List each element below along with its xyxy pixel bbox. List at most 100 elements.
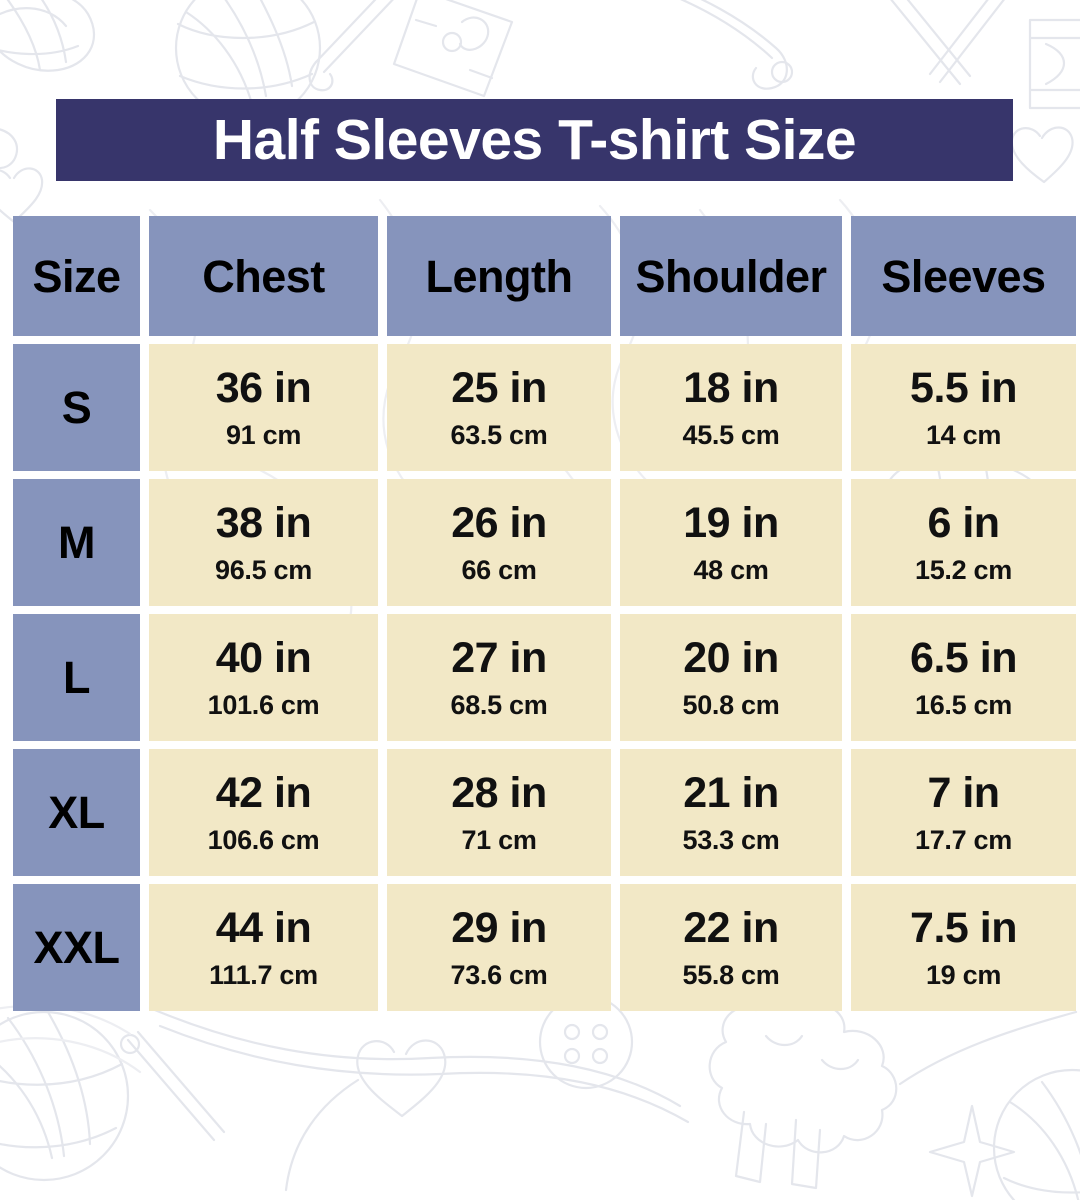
- column-header-label: Size: [32, 250, 121, 302]
- value-inches: 22 in: [683, 903, 779, 952]
- column-header-shoulder: Shoulder: [620, 216, 842, 336]
- value-inches: 21 in: [683, 768, 779, 817]
- value-cm: 55.8 cm: [682, 959, 780, 990]
- value-cm: 106.6 cm: [207, 824, 320, 855]
- cell-chest: 38 in 96.5 cm: [149, 479, 378, 606]
- value-inches: 6.5 in: [910, 633, 1017, 682]
- column-header-label: Shoulder: [635, 250, 827, 302]
- value-cm: 17.7 cm: [915, 824, 1012, 855]
- value-cm: 48 cm: [693, 554, 769, 585]
- value-cm: 63.5 cm: [450, 419, 548, 450]
- value-inches: 38 in: [215, 498, 312, 547]
- cell-sleeves: 7 in 17.7 cm: [851, 749, 1076, 876]
- cell-length: 28 in 71 cm: [387, 749, 611, 876]
- thread-squiggle: [148, 1006, 682, 1108]
- value-inches: 7 in: [927, 768, 1000, 817]
- value-inches: 40 in: [215, 633, 312, 682]
- cell-sleeves: 5.5 in 14 cm: [851, 344, 1076, 471]
- cell-shoulder: 22 in 55.8 cm: [620, 884, 842, 1011]
- value-cm: 45.5 cm: [682, 419, 780, 450]
- value-inches: 7.5 in: [910, 903, 1017, 952]
- value-cm: 111.7 cm: [209, 959, 318, 990]
- value-inches: 29 in: [451, 903, 547, 952]
- heart-icon-right: [1010, 126, 1074, 184]
- value-cm: 14 cm: [925, 419, 1002, 450]
- thread-right: [898, 1010, 1078, 1086]
- yarn-heart-icon: [284, 1039, 447, 1192]
- value-inches: 19 in: [683, 498, 779, 547]
- column-header-label: Chest: [202, 250, 325, 302]
- value-cm: 68.5 cm: [450, 689, 548, 720]
- value-inches: 26 in: [451, 498, 547, 547]
- cell-shoulder: 21 in 53.3 cm: [620, 749, 842, 876]
- value-inches: 6 in: [927, 498, 1000, 547]
- sheep-icon: [708, 992, 898, 1190]
- value-cm: 16.5 cm: [915, 689, 1012, 720]
- row-size-label-cell: L: [13, 614, 140, 741]
- value-inches: 44 in: [215, 903, 312, 952]
- page-title: Half Sleeves T-shirt Size: [212, 107, 857, 172]
- value-cm: 101.6 cm: [207, 689, 320, 720]
- value-cm: 50.8 cm: [682, 689, 780, 720]
- value-inches: 28 in: [451, 768, 547, 817]
- value-cm: 15.2 cm: [915, 554, 1012, 585]
- value-inches: 42 in: [215, 768, 312, 817]
- knitting-needles-icon: [890, 0, 1005, 86]
- cell-chest: 36 in 91 cm: [149, 344, 378, 471]
- yarn-ball-lower-left: [0, 1010, 130, 1182]
- value-cm: 73.6 cm: [450, 959, 548, 990]
- value-cm: 66 cm: [461, 554, 537, 585]
- knitting-needle-lower: [119, 1030, 226, 1142]
- cell-length: 26 in 66 cm: [387, 479, 611, 606]
- table-row: L 40 in 101.6 cm 27 in 68.5 cm 20 in 50.…: [13, 614, 1076, 741]
- size-label: XL: [48, 787, 105, 838]
- cell-chest: 44 in 111.7 cm: [149, 884, 378, 1011]
- thread-loop: [0, 128, 19, 170]
- sparkle-icon: [928, 1104, 1016, 1198]
- value-inches: 36 in: [215, 363, 312, 412]
- cell-length: 29 in 73.6 cm: [387, 884, 611, 1011]
- cell-sleeves: 6 in 15.2 cm: [851, 479, 1076, 606]
- title-banner: Half Sleeves T-shirt Size: [56, 99, 1013, 181]
- column-header-label: Length: [425, 250, 573, 302]
- size-label: L: [63, 652, 91, 703]
- column-header-label: Sleeves: [881, 250, 1046, 302]
- value-inches: 20 in: [683, 633, 779, 682]
- value-inches: 25 in: [451, 363, 547, 412]
- cell-shoulder: 18 in 45.5 cm: [620, 344, 842, 471]
- column-header-length: Length: [387, 216, 611, 336]
- row-size-label-cell: XL: [13, 749, 140, 876]
- thread-spool-icon: [1028, 18, 1080, 110]
- row-size-label-cell: S: [13, 344, 140, 471]
- value-cm: 53.3 cm: [682, 824, 780, 855]
- arc-decor: [0, 1004, 142, 1074]
- cell-chest: 40 in 101.6 cm: [149, 614, 378, 741]
- heart-icon: [0, 167, 44, 224]
- value-inches: 18 in: [683, 363, 779, 412]
- value-cm: 71 cm: [461, 824, 537, 855]
- row-size-label-cell: XXL: [13, 884, 140, 1011]
- thread-squiggle-2: [158, 1024, 690, 1124]
- size-chart-table: Size Chest Length Shoulder Sleeves S 36 …: [13, 216, 1076, 1011]
- size-label: M: [58, 517, 96, 568]
- yarn-ball-bottom-right: [992, 1068, 1080, 1200]
- table-row: M 38 in 96.5 cm 26 in 66 cm 19 in 48 cm …: [13, 479, 1076, 606]
- value-cm: 19 cm: [925, 959, 1002, 990]
- size-label: S: [61, 382, 92, 433]
- column-header-chest: Chest: [149, 216, 378, 336]
- cell-sleeves: 6.5 in 16.5 cm: [851, 614, 1076, 741]
- cell-length: 27 in 68.5 cm: [387, 614, 611, 741]
- value-inches: 27 in: [451, 633, 547, 682]
- table-row: XXL 44 in 111.7 cm 29 in 73.6 cm 22 in 5…: [13, 884, 1076, 1011]
- table-row: S 36 in 91 cm 25 in 63.5 cm 18 in 45.5 c…: [13, 344, 1076, 471]
- value-cm: 91 cm: [225, 419, 302, 450]
- cell-sleeves: 7.5 in 19 cm: [851, 884, 1076, 1011]
- table-header-row: Size Chest Length Shoulder Sleeves: [13, 216, 1076, 336]
- column-header-sleeves: Sleeves: [851, 216, 1076, 336]
- cell-shoulder: 19 in 48 cm: [620, 479, 842, 606]
- fabric-tag-icon: [392, 0, 514, 98]
- value-inches: 5.5 in: [910, 363, 1017, 412]
- safety-pin-icon: [679, 0, 794, 90]
- crochet-hook-icon: [308, 0, 394, 92]
